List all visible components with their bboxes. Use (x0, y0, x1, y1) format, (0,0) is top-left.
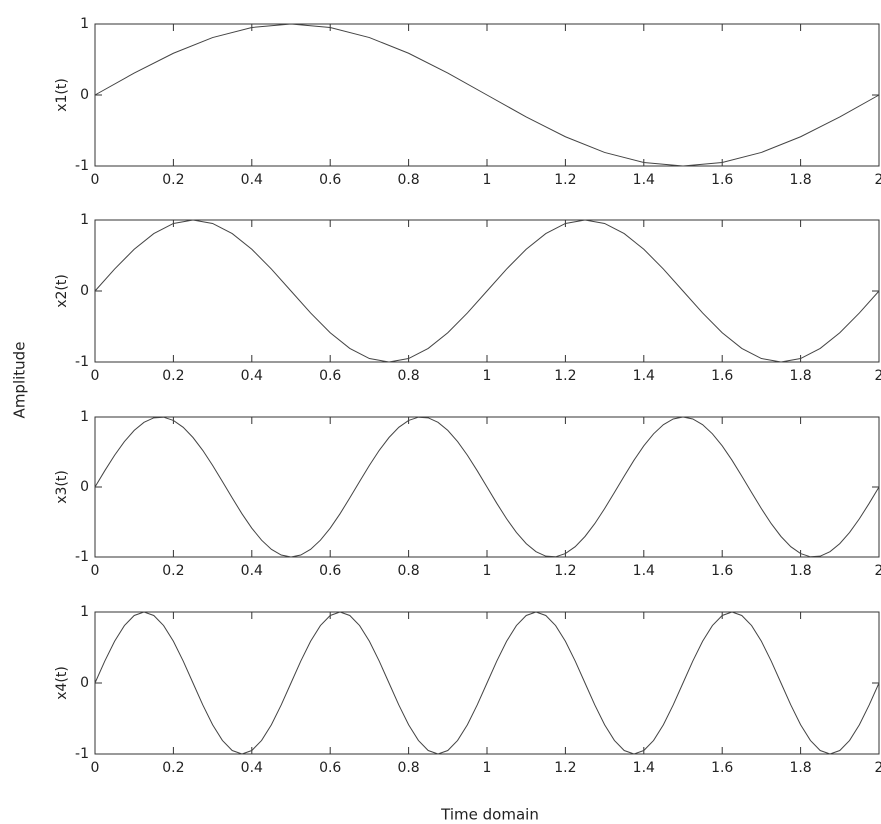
x-tick-label: 1.4 (633, 368, 655, 384)
x-tick-label: 0 (91, 760, 100, 776)
x-tick-label: 0.2 (162, 563, 184, 579)
x-tick-label: 2 (875, 368, 881, 384)
signal-line (95, 220, 879, 362)
x-tick-label: 1 (483, 172, 492, 188)
x-tick-label: 1.6 (711, 368, 733, 384)
y-tick-label: 0 (80, 675, 89, 691)
x-tick-label: 1 (483, 760, 492, 776)
signal-line (95, 417, 879, 557)
x-axis-label: Time domain (440, 806, 539, 824)
x-tick-label: 2 (875, 760, 881, 776)
x-tick-label: 1.2 (554, 172, 576, 188)
x-tick-label: 0.4 (241, 760, 263, 776)
y-tick-label: -1 (75, 354, 89, 370)
x-tick-label: 0.4 (241, 368, 263, 384)
x-tick-label: 0.6 (319, 172, 341, 188)
y-axis-label: Amplitude (11, 342, 29, 419)
x-tick-label: 0.6 (319, 563, 341, 579)
x-tick-label: 0.2 (162, 760, 184, 776)
x-tick-label: 0 (91, 368, 100, 384)
y-tick-label: -1 (75, 158, 89, 174)
y-tick-label: 0 (80, 479, 89, 495)
y-tick-label: 1 (80, 409, 89, 425)
x-tick-label: 1.6 (711, 172, 733, 188)
x-tick-label: 0.8 (397, 563, 419, 579)
subplot-y-label: x4(t) (54, 666, 70, 700)
x-tick-label: 0.8 (397, 760, 419, 776)
x-tick-label: 1.4 (633, 563, 655, 579)
x-tick-label: 1.4 (633, 172, 655, 188)
x-tick-label: 0.6 (319, 368, 341, 384)
y-tick-label: 1 (80, 604, 89, 620)
y-tick-label: -1 (75, 746, 89, 762)
x-tick-label: 2 (875, 172, 881, 188)
x-tick-label: 1.6 (711, 760, 733, 776)
figure: Amplitude Time domain 0 0.2 0.4 0.6 0.8 1 1.2 1… (0, 0, 881, 824)
x-tick-label: 1.8 (789, 563, 811, 579)
y-tick-label: 1 (80, 16, 89, 32)
x-tick-label: 1 (483, 368, 492, 384)
y-tick-label: 0 (80, 283, 89, 299)
x-tick-label: 0.4 (241, 563, 263, 579)
x-tick-label: 0.8 (397, 368, 419, 384)
y-tick-label: 1 (80, 212, 89, 228)
x-tick-label: 1.2 (554, 563, 576, 579)
x-tick-label: 1 (483, 563, 492, 579)
subplot-y-label: x2(t) (54, 274, 70, 308)
y-tick-label: -1 (75, 549, 89, 565)
x-tick-label: 0.6 (319, 760, 341, 776)
x-tick-label: 0.4 (241, 172, 263, 188)
y-tick-label: 0 (80, 87, 89, 103)
subplot-y-label: x1(t) (54, 78, 70, 112)
x-tick-label: 1.2 (554, 760, 576, 776)
x-tick-label: 1.4 (633, 760, 655, 776)
x-tick-label: 1.6 (711, 563, 733, 579)
x-tick-label: 0.2 (162, 172, 184, 188)
x-tick-label: 0.8 (397, 172, 419, 188)
x-tick-label: 1.8 (789, 172, 811, 188)
x-tick-label: 1.8 (789, 368, 811, 384)
signal-line (95, 612, 879, 754)
x-tick-label: 1.2 (554, 368, 576, 384)
x-tick-label: 0 (91, 172, 100, 188)
signal-line (95, 24, 879, 166)
x-tick-label: 1.8 (789, 760, 811, 776)
subplot-y-label: x3(t) (54, 470, 70, 504)
x-tick-label: 0 (91, 563, 100, 579)
x-tick-label: 2 (875, 563, 881, 579)
x-tick-label: 0.2 (162, 368, 184, 384)
